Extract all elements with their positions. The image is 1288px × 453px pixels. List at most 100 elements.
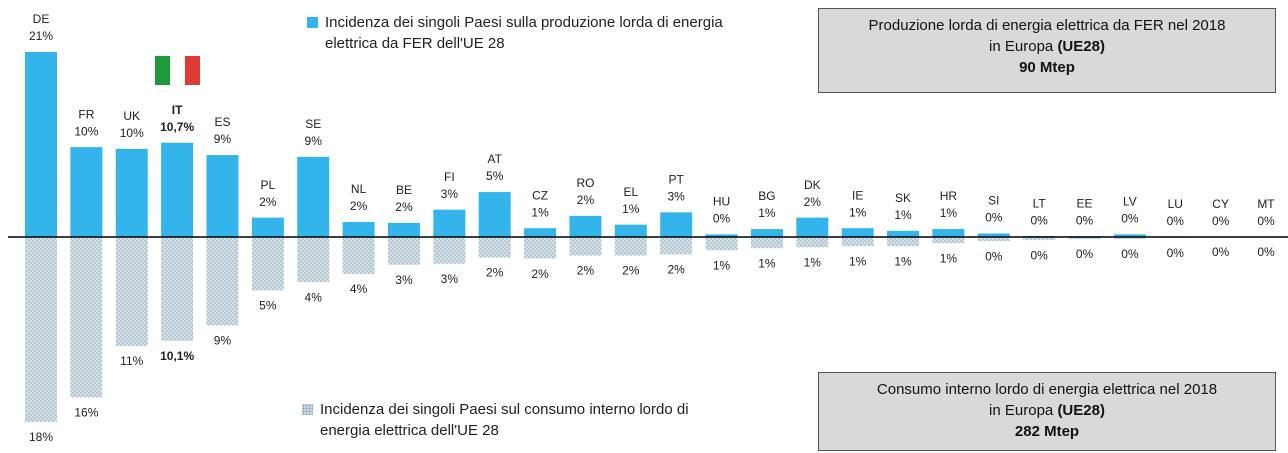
value-label: 0% [1257, 245, 1275, 259]
value-label: 2% [350, 199, 368, 213]
bar [342, 222, 375, 237]
value-label: 5% [486, 169, 504, 183]
value-label: 1% [531, 205, 549, 219]
bar [387, 222, 420, 237]
legend-label: Incidenza dei singoli Paesi sulla produz… [325, 14, 723, 52]
bar [705, 234, 738, 237]
bar [251, 237, 284, 291]
value-label: 1% [758, 256, 776, 270]
bar [478, 237, 511, 258]
bar [887, 230, 920, 237]
box-total: 90 Mtep [1019, 59, 1075, 76]
value-label: 0% [985, 249, 1003, 263]
value-label: 3% [395, 273, 413, 287]
category-label: HU [713, 195, 730, 209]
value-label: 10% [120, 126, 144, 140]
bar [569, 237, 602, 256]
category-label: CZ [532, 188, 548, 202]
value-label: 2% [259, 195, 277, 209]
value-label: 0% [1212, 245, 1230, 259]
bar [750, 229, 783, 237]
bar [1113, 234, 1146, 237]
value-label: 2% [577, 264, 595, 278]
category-label: SK [895, 191, 911, 205]
value-label: 0% [1257, 214, 1275, 228]
value-label: 2% [668, 263, 686, 277]
value-label: 1% [804, 255, 822, 269]
bar [841, 228, 874, 237]
category-label: BE [396, 183, 412, 197]
bar [297, 237, 330, 283]
value-label: 0% [1121, 212, 1139, 226]
value-label: 2% [531, 267, 549, 281]
value-label: 10,1% [160, 349, 194, 363]
value-label: 1% [713, 259, 731, 273]
bar [1023, 237, 1056, 241]
bar [115, 148, 148, 237]
value-label: 0% [1167, 214, 1185, 228]
value-label: 0% [1121, 247, 1139, 261]
legend-production: Incidenza dei singoli Paesi sulla produz… [307, 12, 727, 54]
value-label: 4% [305, 290, 323, 304]
bar [796, 217, 829, 237]
category-label: IT [172, 103, 183, 117]
value-label: 0% [713, 212, 731, 226]
value-label: 10% [74, 124, 98, 138]
category-label: ES [214, 115, 230, 129]
bar [206, 155, 239, 237]
value-label: 10,7% [160, 120, 194, 134]
value-label: 18% [29, 430, 53, 444]
bar [206, 237, 239, 326]
info-box: Produzione lorda di energia elettrica da… [818, 8, 1276, 93]
bar [932, 229, 965, 237]
bar [161, 142, 194, 237]
value-label: 9% [214, 334, 232, 348]
value-label: 1% [894, 208, 912, 222]
bar [977, 233, 1010, 237]
value-label: 3% [441, 187, 459, 201]
value-label: 0% [1167, 246, 1185, 260]
value-label: 2% [395, 200, 413, 214]
value-label: 3% [441, 272, 459, 286]
bar [524, 237, 557, 259]
value-label: 0% [1076, 247, 1094, 261]
bar [524, 228, 557, 237]
category-label: HR [940, 189, 958, 203]
category-label: FR [78, 107, 94, 121]
value-label: 0% [1030, 248, 1048, 262]
category-label: DE [33, 12, 50, 26]
value-label: 11% [120, 354, 143, 368]
box-region-bold: (UE28) [1057, 402, 1105, 419]
category-label: UK [123, 109, 140, 123]
bar [478, 192, 511, 237]
value-label: 1% [622, 202, 640, 216]
value-label: 4% [350, 282, 368, 296]
bar [660, 212, 693, 237]
category-label: PT [669, 173, 685, 187]
bar [70, 237, 103, 398]
category-label: EE [1077, 196, 1093, 210]
value-label: 0% [1212, 214, 1230, 228]
value-label: 2% [486, 266, 504, 280]
bar [115, 237, 148, 346]
value-label: 1% [894, 254, 912, 268]
box-text: Produzione lorda di energia elettrica da… [868, 17, 1226, 34]
category-label: PL [261, 178, 276, 192]
category-label: BG [758, 189, 775, 203]
box-total: 282 Mtep [1014, 423, 1080, 440]
legend-swatch [302, 404, 313, 415]
legend-consumption: Incidenza dei singoli Paesi sul consumo … [302, 399, 702, 441]
category-label: DK [804, 178, 821, 192]
box-region: in Europa [989, 38, 1054, 55]
box-text: Consumo interno lordo di energia elettri… [876, 381, 1218, 398]
value-label: 1% [940, 251, 958, 265]
bar [614, 237, 647, 256]
value-label: 0% [1030, 213, 1048, 227]
value-label: 5% [259, 299, 277, 313]
bar [932, 237, 965, 244]
bar [614, 224, 647, 237]
category-label: LT [1033, 196, 1047, 210]
bar [705, 237, 738, 251]
